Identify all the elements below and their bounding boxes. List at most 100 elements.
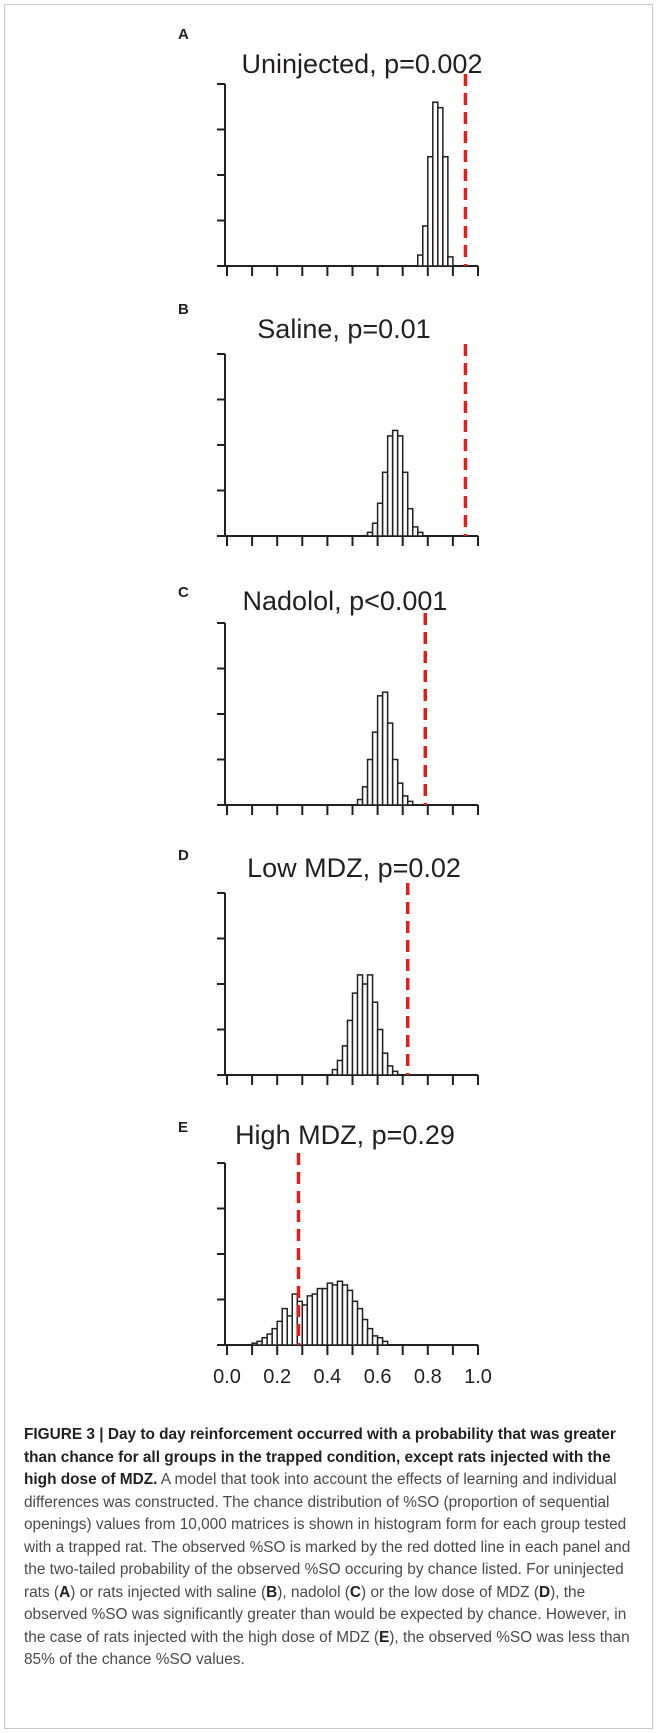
histogram-bar-d-1 xyxy=(336,1059,344,1076)
histogram-bar-a-6 xyxy=(447,256,454,267)
histogram-bar-e-14 xyxy=(321,1287,329,1346)
panel-title-b: Saline, p=0.01 xyxy=(257,314,430,344)
histogram-bar-e-26 xyxy=(381,1340,389,1346)
panel-title-e: High MDZ, p=0.29 xyxy=(235,1120,455,1150)
histogram-bar-e-22 xyxy=(361,1318,369,1346)
caption-ref-b: B xyxy=(266,1583,278,1601)
histogram-bar-e-8 xyxy=(291,1293,299,1346)
histogram-bar-c-1 xyxy=(361,786,369,806)
histogram-bar-e-12 xyxy=(311,1293,319,1346)
histogram-bar-e-24 xyxy=(371,1335,379,1346)
histogram-panel-b xyxy=(217,344,479,546)
histogram-bar-b-8 xyxy=(406,507,414,537)
histogram-bar-e-15 xyxy=(326,1282,334,1346)
histogram-bar-e-1 xyxy=(256,1340,263,1346)
histogram-bar-d-7 xyxy=(366,974,374,1076)
histogram-bar-e-23 xyxy=(366,1327,374,1346)
histogram-bar-e-13 xyxy=(316,1287,324,1346)
histogram-bar-b-10 xyxy=(417,531,424,537)
panel-letter-c: C xyxy=(178,584,189,601)
histogram-bar-e-3 xyxy=(266,1333,273,1346)
panel-letter-d: D xyxy=(178,847,189,864)
histogram-panel-a xyxy=(217,74,479,276)
panel-c: C Nadolol, p<0.001 xyxy=(178,584,479,815)
caption-body: ), the observed %SO was less than 85% of… xyxy=(24,1628,630,1669)
caption-ref-d: D xyxy=(538,1583,551,1601)
caption-ref-e: E xyxy=(379,1628,390,1646)
histogram-bar-e-20 xyxy=(351,1300,359,1346)
x-tick-label-e-5: 1.0 xyxy=(464,1366,492,1388)
caption-body: ), nadolol ( xyxy=(277,1583,350,1601)
x-tick-label-e-4: 0.8 xyxy=(414,1366,442,1388)
histogram-bar-e-5 xyxy=(276,1320,283,1346)
figure-caption: FIGURE 3 | Day to day reinforcement occu… xyxy=(24,1424,636,1672)
histogram-bar-b-7 xyxy=(401,471,409,537)
histogram-bar-c-6 xyxy=(386,722,394,806)
panel-letter-a: A xyxy=(178,26,189,43)
histogram-panel-d xyxy=(217,883,479,1085)
caption-label: FIGURE 3 | Day to day reinforcement occu… xyxy=(24,1426,616,1488)
histogram-bar-c-3 xyxy=(371,731,379,806)
histogram-bar-d-3 xyxy=(346,1019,354,1076)
caption-body: ) or the low dose of MDZ ( xyxy=(361,1583,539,1601)
histogram-bar-d-5 xyxy=(356,974,364,1076)
histogram-bar-e-19 xyxy=(346,1289,354,1346)
histogram-bar-d-4 xyxy=(351,992,359,1076)
histogram-bar-e-0 xyxy=(251,1342,258,1346)
histogram-bar-e-18 xyxy=(341,1284,349,1346)
histogram-bar-d-0 xyxy=(331,1068,339,1076)
histogram-bar-d-9 xyxy=(376,1028,384,1076)
histogram-bar-a-5 xyxy=(442,156,449,267)
histogram-bar-b-2 xyxy=(376,502,384,537)
caption-ref-c: C xyxy=(349,1583,362,1601)
x-tick-label-e-2: 0.4 xyxy=(313,1366,341,1388)
histogram-bar-d-12 xyxy=(391,1070,399,1076)
histogram-bar-c-2 xyxy=(366,758,374,806)
histogram-bar-a-2 xyxy=(427,156,434,267)
histogram-bar-d-6 xyxy=(361,983,369,1076)
panel-e: E High MDZ, p=0.29 0.0 0.2 0.4 0.6 0.8 1.0 xyxy=(178,1119,492,1388)
caption-body: ) or rats injected with saline ( xyxy=(70,1583,267,1601)
histogram-bar-e-7 xyxy=(286,1315,294,1346)
caption-body: ), the observed %SO was significantly gr… xyxy=(24,1583,627,1646)
histogram-bar-c-9 xyxy=(401,795,409,806)
histogram-figure: A Uninjected, p=0.002 B Saline, p=0.01 C… xyxy=(178,26,492,1388)
histogram-bar-e-17 xyxy=(336,1280,344,1346)
panel-letter-e: E xyxy=(178,1119,188,1136)
histogram-bar-c-4 xyxy=(376,695,384,806)
histogram-bar-e-25 xyxy=(376,1336,384,1346)
panel-title-a: Uninjected, p=0.002 xyxy=(242,49,483,79)
histogram-bar-e-2 xyxy=(261,1336,268,1346)
histogram-bar-b-6 xyxy=(396,435,404,537)
panel-d: D Low MDZ, p=0.02 xyxy=(178,847,479,1085)
histogram-bar-e-21 xyxy=(356,1307,364,1346)
histogram-bar-e-10 xyxy=(301,1304,309,1346)
histogram-bar-a-1 xyxy=(422,225,429,267)
histogram-bar-b-4 xyxy=(386,435,394,537)
histogram-bar-c-8 xyxy=(396,782,404,806)
histogram-bar-b-9 xyxy=(411,526,419,537)
histogram-bar-d-10 xyxy=(381,1052,389,1076)
histogram-bar-b-3 xyxy=(381,471,389,537)
x-tick-label-e-1: 0.2 xyxy=(263,1366,291,1388)
histogram-bar-d-11 xyxy=(386,1065,394,1076)
panel-letter-b: B xyxy=(178,301,189,318)
figure-frame xyxy=(4,4,653,1729)
panel-title-c: Nadolol, p<0.001 xyxy=(243,586,448,616)
histogram-bar-e-11 xyxy=(306,1295,314,1346)
histogram-bar-e-4 xyxy=(271,1327,278,1346)
histogram-bar-b-5 xyxy=(391,429,399,537)
histogram-bar-d-2 xyxy=(341,1045,349,1076)
histogram-bar-c-7 xyxy=(391,758,399,806)
histogram-bar-c-10 xyxy=(406,800,414,806)
histogram-bar-c-0 xyxy=(356,798,364,806)
x-tick-label-e-3: 0.6 xyxy=(364,1366,392,1388)
histogram-bar-c-5 xyxy=(381,691,389,806)
histogram-bar-e-6 xyxy=(281,1307,288,1346)
panel-title-d: Low MDZ, p=0.02 xyxy=(247,853,461,883)
histogram-bar-d-8 xyxy=(371,1001,379,1076)
x-tick-label-e-0: 0.0 xyxy=(213,1366,241,1388)
histogram-panel-e: 0.0 0.2 0.4 0.6 0.8 1.0 xyxy=(213,1153,492,1388)
caption-ref-a: A xyxy=(59,1583,71,1601)
histogram-bar-b-0 xyxy=(366,531,374,537)
